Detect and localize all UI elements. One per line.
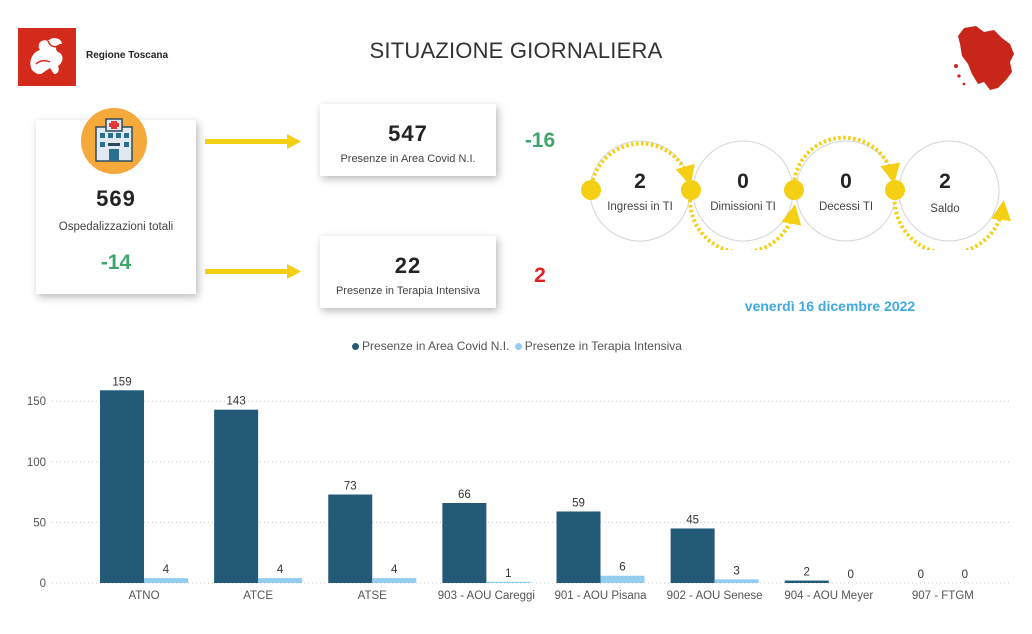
chart-legend: Presenze in Area Covid N.I. Presenze in …	[0, 339, 1032, 353]
x-tick-label: 904 - AOU Meyer	[784, 590, 873, 602]
x-tick-label: ATCE	[243, 590, 273, 602]
intensive-care-label: Presenze in Terapia Intensiva	[335, 285, 481, 297]
bar-covid	[100, 390, 144, 583]
tuscany-map-icon	[954, 26, 1014, 90]
data-label: 143	[227, 396, 246, 408]
data-label: 6	[619, 562, 625, 574]
legend-ti-label[interactable]: Presenze in Terapia Intensiva	[524, 339, 682, 353]
bar-ti	[372, 578, 417, 583]
data-label: 0	[962, 569, 968, 581]
data-label: 59	[572, 497, 585, 509]
bar-ti	[144, 578, 188, 583]
data-label: 3	[733, 565, 739, 577]
data-label: 4	[391, 564, 398, 576]
bar-covid	[670, 528, 715, 583]
data-label: 0	[918, 569, 924, 581]
covid-area-card: 547 Presenze in Area Covid N.I.	[320, 104, 496, 176]
y-tick-label: 150	[27, 396, 46, 408]
bar-covid	[214, 409, 259, 583]
bar-ti	[600, 575, 645, 583]
data-label: 4	[277, 564, 284, 576]
intensive-care-card: 22 Presenze in Terapia Intensiva	[320, 236, 496, 308]
arrow-to-ti-icon	[205, 264, 301, 279]
arrow-to-covid-icon	[205, 134, 301, 149]
bar-ti	[258, 578, 303, 583]
flow-saldo-label: Saldo	[930, 203, 960, 215]
flow-decessi-label: Decessi TI	[818, 201, 874, 213]
bar-ti	[714, 579, 759, 583]
brand-name: Regione Toscana	[86, 50, 169, 61]
intensive-care-delta: 2	[534, 264, 546, 287]
flow-saldo-value: 2	[939, 170, 951, 193]
y-tick-label: 0	[40, 578, 46, 590]
x-tick-label: ATSE	[358, 590, 388, 602]
intensive-care-flow-diagram	[581, 135, 1012, 250]
data-label: 0	[848, 569, 854, 581]
data-label: 45	[686, 514, 699, 526]
legend-covid-label[interactable]: Presenze in Area Covid N.I.	[362, 339, 510, 353]
x-tick-label: 907 - FTGM	[912, 590, 974, 602]
x-tick-label: ATNO	[128, 590, 159, 602]
x-tick-label: 901 - AOU Pisana	[554, 590, 647, 602]
hospital-icon	[81, 108, 147, 174]
flow-ingressi-value: 2	[634, 170, 646, 193]
region-logo	[18, 28, 76, 86]
data-label: 4	[163, 564, 170, 576]
legend-ti-swatch	[514, 342, 522, 350]
flow-decessi-value: 0	[840, 170, 852, 193]
legend-covid-swatch	[352, 342, 360, 350]
pegasus-logo-icon	[30, 38, 63, 75]
bar-covid	[556, 511, 601, 583]
bar-covid	[784, 580, 829, 583]
x-tick-label: 903 - AOU Careggi	[438, 590, 535, 602]
covid-area-label: Presenze in Area Covid N.I.	[340, 153, 476, 165]
intensive-care-value: 22	[394, 253, 422, 278]
flow-ingressi-label: Ingressi in TI	[607, 201, 673, 213]
bar-covid	[442, 503, 487, 583]
total-delta: -14	[100, 251, 132, 274]
page-title: SITUAZIONE GIORNALIERA	[369, 38, 663, 63]
covid-area-value: 547	[388, 121, 428, 146]
total-value: 569	[96, 186, 136, 211]
report-date: venerdì 16 dicembre 2022	[744, 298, 916, 314]
flow-dimissioni-label: Dimissioni TI	[710, 201, 776, 213]
data-label: 1	[505, 568, 511, 580]
y-tick-label: 100	[27, 457, 46, 469]
total-label: Ospedalizzazioni totali	[58, 221, 174, 233]
data-label: 159	[112, 376, 131, 388]
data-label: 2	[804, 567, 810, 579]
hospital-bar-chart: 0 50 100 150 159 4 ATNO 143 4 ATCE 73 4 ATSE 66 1 903 -…	[27, 376, 1010, 602]
data-label: 66	[458, 489, 471, 501]
bar-ti	[486, 581, 531, 583]
x-tick-label: 902 - AOU Senese	[667, 590, 763, 602]
data-label: 73	[344, 481, 357, 493]
y-tick-label: 50	[33, 517, 46, 529]
covid-area-delta: -16	[524, 129, 556, 152]
flow-dimissioni-value: 0	[737, 170, 749, 193]
bar-covid	[328, 494, 373, 583]
